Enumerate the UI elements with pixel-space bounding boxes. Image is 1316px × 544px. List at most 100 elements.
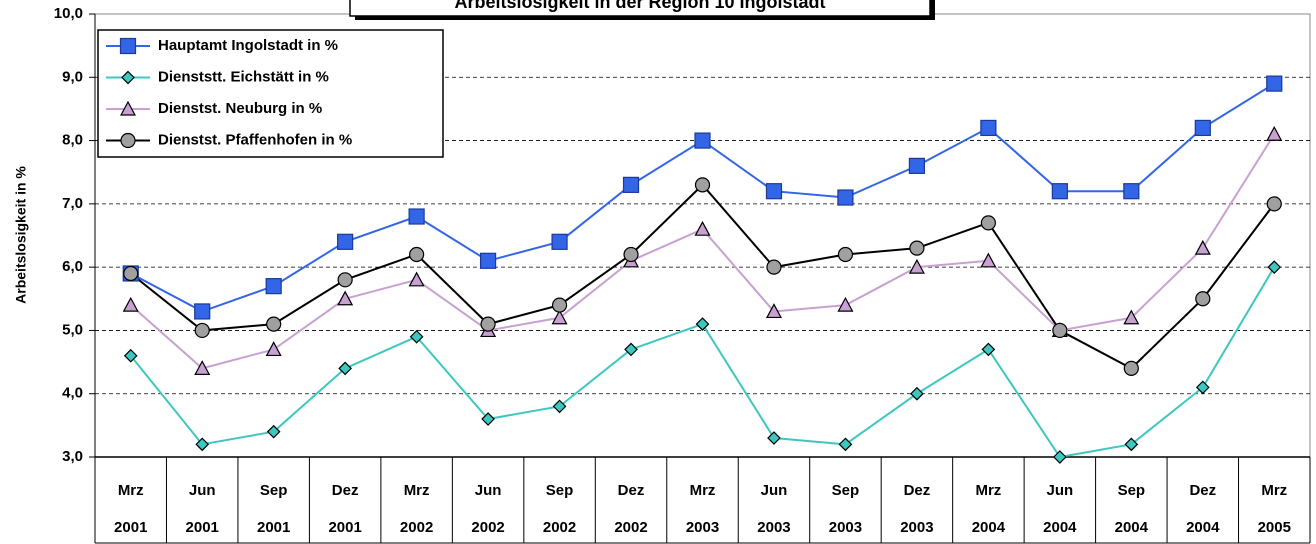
marker — [265, 278, 282, 295]
marker — [551, 309, 568, 325]
marker — [120, 132, 136, 149]
x-tick-label: Mrz — [690, 482, 716, 499]
x-tick-label: Sep — [1118, 482, 1146, 499]
marker — [338, 361, 352, 376]
marker — [1123, 309, 1140, 325]
marker — [194, 322, 210, 339]
x-tick-label: 2004 — [1186, 519, 1220, 536]
marker — [409, 329, 424, 344]
x-tick-label: Mrz — [118, 482, 144, 499]
marker — [408, 271, 425, 287]
marker — [1194, 239, 1211, 255]
marker — [337, 290, 354, 306]
marker — [1052, 322, 1068, 339]
marker — [337, 233, 354, 250]
y-tick-label: 6,0 — [62, 258, 83, 275]
marker — [480, 316, 496, 332]
x-tick-label: 2002 — [471, 519, 504, 536]
marker — [623, 246, 639, 263]
marker — [1123, 360, 1139, 376]
marker — [1266, 125, 1283, 141]
marker — [908, 258, 925, 274]
marker — [980, 252, 997, 268]
marker — [1267, 260, 1282, 274]
marker — [837, 246, 854, 263]
x-tick-label: Dez — [1189, 482, 1216, 499]
x-tick-label: 2003 — [757, 519, 790, 536]
legend-box — [97, 29, 444, 158]
marker — [551, 233, 568, 250]
marker — [408, 208, 425, 225]
x-tick-label: 2001 — [114, 519, 147, 536]
marker — [694, 177, 711, 193]
marker — [123, 348, 138, 363]
marker — [838, 437, 853, 452]
x-tick-label: 2004 — [972, 519, 1006, 536]
x-tick-label: 2002 — [400, 519, 433, 536]
marker — [1194, 119, 1211, 137]
marker — [909, 240, 925, 256]
x-tick-label: 2002 — [543, 519, 576, 536]
y-tick-label: 3,0 — [62, 448, 83, 465]
marker — [123, 265, 139, 282]
marker — [767, 431, 781, 445]
y-tick-label: 8,0 — [62, 132, 83, 149]
y-tick-label: 10,0 — [54, 5, 83, 22]
marker — [552, 399, 567, 414]
x-tick-label: 2003 — [686, 519, 719, 536]
marker — [265, 341, 282, 357]
x-tick-label: Mrz — [975, 482, 1001, 499]
x-tick-label: Sep — [832, 482, 860, 499]
legend-label: Dienstst. Pfaffenhofen in % — [158, 131, 352, 148]
marker — [194, 360, 211, 375]
marker — [765, 183, 783, 200]
x-tick-label: 2003 — [900, 519, 933, 536]
x-tick-label: 2004 — [1043, 519, 1077, 536]
legend-label: Dienststt. Eichstätt in % — [158, 68, 329, 85]
x-tick-label: Mrz — [1261, 482, 1287, 499]
x-tick-label: Sep — [260, 482, 288, 499]
marker — [765, 303, 782, 319]
x-tick-label: 2003 — [829, 519, 862, 536]
marker — [695, 317, 710, 331]
marker — [766, 259, 782, 275]
x-tick-label: 2002 — [614, 519, 647, 536]
x-tick-label: Mrz — [404, 482, 430, 499]
x-tick-label: Dez — [904, 482, 931, 499]
marker — [981, 342, 996, 357]
marker — [1124, 437, 1139, 452]
x-tick-label: Jun — [189, 482, 216, 499]
marker — [122, 296, 139, 312]
marker — [409, 246, 425, 263]
marker — [1266, 75, 1283, 92]
x-tick-label: 2001 — [186, 519, 219, 536]
marker — [194, 303, 211, 320]
marker — [1195, 291, 1211, 307]
marker — [119, 37, 137, 55]
marker — [837, 189, 854, 206]
marker — [622, 176, 640, 193]
marker — [1053, 450, 1067, 464]
marker — [266, 316, 282, 332]
chart-title: Arbeitslosigkeit in der Region 10 Ingols… — [454, 0, 825, 12]
x-tick-label: Jun — [475, 482, 502, 499]
marker — [980, 119, 997, 137]
marker — [1051, 183, 1068, 200]
marker — [1195, 380, 1210, 395]
marker — [481, 412, 495, 426]
marker — [266, 424, 281, 439]
marker — [908, 157, 926, 174]
x-tick-label: 2001 — [328, 519, 361, 536]
title-box — [349, 0, 931, 17]
y-tick-label: 9,0 — [62, 68, 83, 85]
x-tick-label: Sep — [546, 482, 574, 499]
x-tick-label: 2005 — [1258, 519, 1291, 536]
marker — [1123, 183, 1140, 200]
marker — [1266, 196, 1282, 212]
y-tick-label: 7,0 — [62, 195, 83, 212]
marker — [121, 70, 135, 85]
marker — [337, 272, 353, 288]
y-tick-label: 4,0 — [62, 385, 83, 402]
marker — [837, 296, 854, 312]
